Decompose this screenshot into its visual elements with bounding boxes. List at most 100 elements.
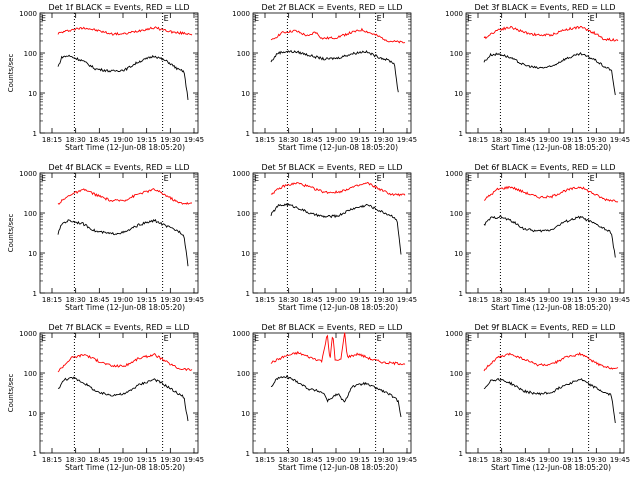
lld-rate-series — [57, 353, 193, 373]
y-tick-label: 10 — [241, 410, 250, 418]
y-tick-label: 100 — [237, 210, 250, 218]
detector-panel-4: Det 4f BLACK = Events, RED = LLD 1 10 100 10… — [7, 163, 204, 312]
y-tick-label: 1 — [246, 290, 250, 298]
e-marker-label: E — [41, 334, 46, 343]
x-tick-label: 19:15 — [137, 136, 157, 144]
x-tick-label: 18:30 — [66, 136, 86, 144]
x-tick-label: 19:30 — [586, 296, 606, 304]
plot-frame — [39, 12, 199, 134]
x-tick-label: 19:45 — [397, 136, 417, 144]
x-tick-label: 19:15 — [350, 456, 370, 464]
x-axis-label: Start Time (12-Jun-08 18:05:20) — [278, 463, 398, 472]
x-axis-label: Start Time (12-Jun-08 18:05:20) — [65, 303, 185, 312]
x-tick-label: 19:45 — [397, 296, 417, 304]
x-tick-label: 18:15 — [255, 456, 275, 464]
x-tick-label: 18:15 — [42, 456, 62, 464]
y-tick-label: 1000 — [19, 330, 37, 338]
x-tick-label: 18:45 — [515, 296, 535, 304]
x-tick-label: 19:45 — [610, 456, 630, 464]
x-tick-label: 19:00 — [539, 296, 559, 304]
y-tick-label: 1 — [459, 130, 463, 138]
event-rate-series — [483, 52, 616, 96]
panel-title: Det 7f BLACK = Events, RED = LLD — [48, 323, 189, 332]
x-tick-label: 19:30 — [373, 136, 393, 144]
x-tick-label: 19:00 — [326, 296, 346, 304]
e-marker-label: E — [164, 334, 169, 343]
x-tick-label: 18:45 — [89, 456, 109, 464]
plot-frame — [39, 172, 199, 294]
x-axis-label: Start Time (12-Jun-08 18:05:20) — [491, 303, 611, 312]
x-tick-label: 18:30 — [279, 296, 299, 304]
y-tick-label: 1 — [459, 450, 463, 458]
y-tick-label: 10 — [454, 90, 463, 98]
x-tick-label: 18:15 — [468, 296, 488, 304]
detector-panel-7: Det 7f BLACK = Events, RED = LLD 1 10 100 10… — [7, 323, 204, 472]
event-rate-series — [483, 215, 616, 258]
y-tick-label: 1000 — [445, 170, 463, 178]
e-marker-label: E — [467, 174, 472, 183]
y-tick-label: 100 — [237, 50, 250, 58]
e-marker-label: E — [377, 174, 382, 183]
detector-panel-8: Det 8f BLACK = Events, RED = LLD 1 10 100 10… — [232, 323, 417, 472]
y-tick-label: 10 — [241, 90, 250, 98]
plot-frame — [465, 12, 625, 134]
e-marker-label: E — [590, 334, 595, 343]
x-tick-label: 19:00 — [113, 136, 133, 144]
y-tick-label: 1000 — [19, 170, 37, 178]
e-marker-label: E — [590, 14, 595, 23]
y-axis-label: Counts/sec — [7, 54, 15, 93]
x-axis-label: Start Time (12-Jun-08 18:05:20) — [65, 463, 185, 472]
y-tick-label: 10 — [28, 410, 37, 418]
x-tick-label: 19:15 — [137, 296, 157, 304]
detector-panel-5: Det 5f BLACK = Events, RED = LLD 1 10 100 10… — [232, 163, 417, 312]
x-tick-label: 19:15 — [350, 136, 370, 144]
x-tick-label: 18:30 — [492, 456, 512, 464]
x-tick-label: 18:45 — [302, 456, 322, 464]
lld-rate-series — [270, 181, 406, 197]
panel-title: Det 1f BLACK = Events, RED = LLD — [48, 3, 189, 12]
e-marker-label: E — [254, 174, 259, 183]
x-tick-label: 19:45 — [397, 456, 417, 464]
event-rate-series — [57, 376, 189, 422]
y-tick-label: 10 — [28, 90, 37, 98]
x-tick-label: 18:45 — [89, 136, 109, 144]
x-axis-label: Start Time (12-Jun-08 18:05:20) — [491, 143, 611, 152]
y-tick-label: 100 — [450, 210, 463, 218]
e-marker-label: E — [254, 334, 259, 343]
y-tick-label: 10 — [454, 250, 463, 258]
x-tick-label: 19:00 — [113, 456, 133, 464]
x-tick-label: 18:15 — [468, 136, 488, 144]
x-tick-label: 19:45 — [610, 296, 630, 304]
x-tick-label: 18:30 — [492, 136, 512, 144]
event-rate-series — [57, 54, 189, 100]
panel-title: Det 5f BLACK = Events, RED = LLD — [261, 163, 402, 172]
e-marker-label: E — [467, 334, 472, 343]
x-tick-label: 18:30 — [66, 296, 86, 304]
event-rate-series — [57, 218, 189, 267]
y-tick-label: 10 — [241, 250, 250, 258]
event-rate-series — [270, 203, 402, 255]
x-axis-label: Start Time (12-Jun-08 18:05:20) — [65, 143, 185, 152]
x-tick-label: 19:30 — [160, 296, 180, 304]
e-marker-label: E — [254, 14, 259, 23]
plot-frame — [252, 332, 412, 454]
x-tick-label: 18:45 — [302, 136, 322, 144]
x-tick-label: 18:15 — [42, 136, 62, 144]
x-tick-label: 19:00 — [113, 296, 133, 304]
lld-rate-series — [57, 188, 192, 205]
e-marker-label: E — [164, 174, 169, 183]
plot-frame — [252, 172, 412, 294]
y-tick-label: 1 — [246, 130, 250, 138]
x-tick-label: 18:15 — [468, 456, 488, 464]
x-tick-label: 18:15 — [42, 296, 62, 304]
x-tick-label: 19:00 — [326, 456, 346, 464]
plot-frame — [39, 332, 199, 454]
lld-rate-series — [483, 25, 619, 42]
x-tick-label: 19:30 — [586, 456, 606, 464]
panel-title: Det 8f BLACK = Events, RED = LLD — [261, 323, 402, 332]
x-tick-label: 18:30 — [279, 456, 299, 464]
y-tick-label: 1000 — [445, 330, 463, 338]
x-tick-label: 19:45 — [184, 456, 204, 464]
e-marker-label: E — [41, 174, 46, 183]
